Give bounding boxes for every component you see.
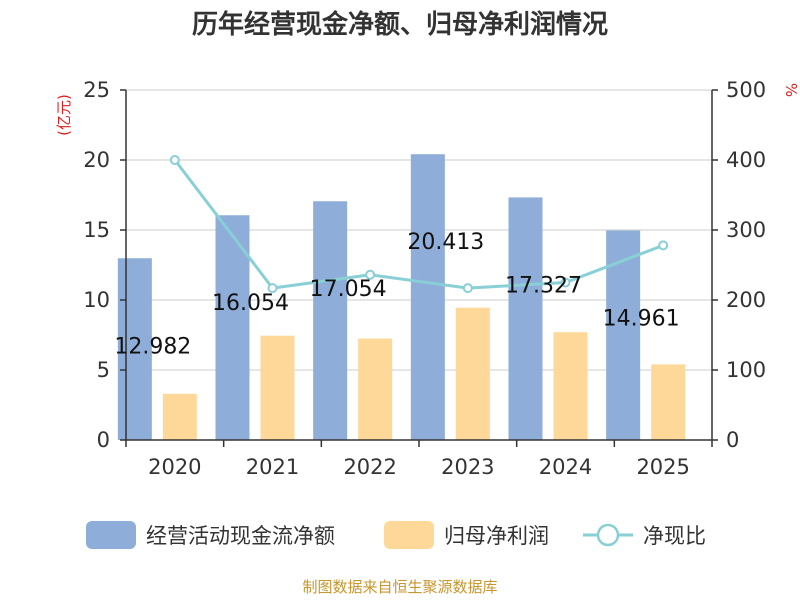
ratio-point — [462, 283, 473, 294]
x-axis-tick-label: 2021 — [246, 455, 299, 479]
x-axis-tick-label: 2024 — [539, 455, 592, 479]
ratio-point — [267, 283, 278, 294]
cashflow-data-label: 16.054 — [212, 291, 289, 316]
right-axis-tick-label: 300 — [726, 218, 766, 242]
ratio-point — [658, 240, 669, 251]
x-axis-tick-label: 2020 — [148, 455, 201, 479]
cashflow-data-label: 12.982 — [114, 334, 191, 359]
x-axis-tick-label: 2022 — [343, 455, 396, 479]
legend-swatch-cashflow — [86, 521, 136, 549]
chart-title: 历年经营现金净额、归母净利润情况 — [192, 9, 608, 40]
ratio-point — [560, 277, 571, 288]
net-profit-bar — [553, 332, 588, 440]
right-axis-tick-label: 0 — [726, 428, 739, 452]
left-axis-tick-label: 0 — [97, 428, 110, 452]
net-profit-bar — [651, 364, 686, 440]
net-profit-bar — [455, 307, 490, 440]
cashflow-data-label: 17.327 — [505, 273, 582, 298]
ratio-line — [169, 155, 669, 294]
cashflow-data-label: 14.961 — [603, 307, 680, 332]
cashflow-bar — [508, 197, 543, 440]
legend: 经营活动现金流净额 归母净利润 净现比 — [86, 521, 706, 549]
right-axis-unit: % — [782, 83, 800, 97]
left-axis-unit: (亿元) — [55, 94, 73, 136]
right-axis-tick-label: 100 — [726, 358, 766, 382]
bars — [117, 154, 686, 440]
left-axis-tick-label: 5 — [97, 358, 110, 382]
cashflow-bar — [410, 154, 445, 440]
cashflow-bar — [117, 258, 152, 440]
right-axis-tick-label: 400 — [726, 148, 766, 172]
x-axis-tick-label: 2025 — [636, 455, 689, 479]
left-axis-tick-label: 15 — [83, 218, 110, 242]
legend-swatch-ratio-marker — [596, 523, 620, 547]
left-axis-tick-label: 20 — [83, 148, 110, 172]
cashflow-bar — [313, 201, 348, 440]
ratio-line-path — [173, 159, 664, 290]
left-axis-tick-label: 25 — [83, 78, 110, 102]
left-axis-tick-label: 10 — [83, 288, 110, 312]
net-profit-bar — [162, 393, 197, 440]
right-axis-tick-label: 200 — [726, 288, 766, 312]
cashflow-data-label: 17.054 — [310, 277, 387, 302]
right-axis-tick-label: 500 — [726, 78, 766, 102]
net-profit-bar — [358, 338, 393, 440]
legend-label-net-profit: 归母净利润 — [444, 524, 549, 548]
axes: 0 0 5 100 10 200 15 300 20 400 25 500 2020 2021 2022 20… — [83, 78, 766, 479]
data-labels: 12.982 16.054 17.054 20.413 17.327 14.961 — [114, 230, 679, 359]
legend-swatch-net-profit — [384, 521, 434, 549]
ratio-point — [169, 155, 180, 165]
legend-label-cashflow: 经营活动现金流净额 — [146, 524, 335, 548]
ratio-point — [365, 269, 376, 280]
source-note: 制图数据来自恒生聚源数据库 — [302, 578, 497, 596]
net-profit-bar — [260, 335, 295, 440]
cashflow-data-label: 20.413 — [407, 230, 484, 255]
legend-label-ratio: 净现比 — [643, 524, 706, 548]
x-axis-tick-label: 2023 — [441, 455, 494, 479]
